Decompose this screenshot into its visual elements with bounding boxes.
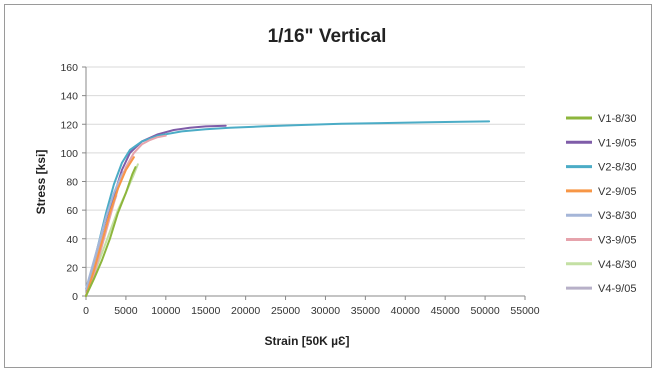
legend-label-v2-9-05: V2-9/05 [598,186,637,198]
legend-label-v2-8-30: V2-8/30 [598,162,637,174]
y-tick-label: 120 [60,119,78,131]
y-tick-label: 100 [60,148,78,160]
x-tick-label: 55000 [510,305,539,317]
legend-label-v4-8-30: V4-8/30 [598,259,637,271]
series-lines [85,120,491,297]
legend-label-v3-8-30: V3-8/30 [598,210,637,222]
legend: V1-8/30 V1-9/05 V2-8/30 V2-9/05 V3-8/30 V3-9/… [566,113,637,295]
y-tick-labels: 0 20 40 60 80 100 120 140 160 [60,62,78,303]
x-tick-label: 35000 [351,305,380,317]
series-line-v3-8-30 [85,166,129,290]
x-tick-label: 25000 [271,305,300,317]
series-line-v2-8-30 [85,120,491,297]
x-tick-label: 45000 [431,305,460,317]
chart-frame [4,4,652,368]
legend-label-v3-9-05: V3-9/05 [598,235,637,247]
x-tick-label: 40000 [391,305,420,317]
y-tick-label: 40 [66,234,78,246]
series-line-v2-9-05 [85,156,135,297]
x-tick-label: 15000 [191,305,220,317]
series-line-v1-8-30 [85,166,137,297]
series-line-v3-9-05 [85,134,167,297]
y-tick-label: 60 [66,205,78,217]
y-tick-label: 140 [60,91,78,103]
x-tick-label: 50000 [470,305,499,317]
x-tick-label: 20000 [231,305,260,317]
x-tick-label: 30000 [311,305,340,317]
gridlines [86,66,525,268]
y-tick-label: 160 [60,62,78,74]
x-tick-label: 10000 [151,305,180,317]
x-axis-label: Strain [50K µƐ] [264,334,349,348]
legend-label-v1-8-30: V1-8/30 [598,113,637,125]
x-tick-label: 5000 [114,305,138,317]
axes [82,66,526,300]
legend-label-v1-9-05: V1-9/05 [598,137,637,149]
x-tick-label: 0 [83,305,89,317]
y-tick-label: 0 [72,291,78,303]
y-axis-label: Stress [ksi] [34,150,48,215]
y-tick-label: 20 [66,262,78,274]
legend-label-v4-9-05: V4-9/05 [598,283,637,295]
y-tick-label: 80 [66,177,78,189]
chart-title: 1/16" Vertical [268,26,387,47]
x-tick-labels: 0 5000 10000 15000 20000 25000 30000 35000 40000… [83,305,540,317]
